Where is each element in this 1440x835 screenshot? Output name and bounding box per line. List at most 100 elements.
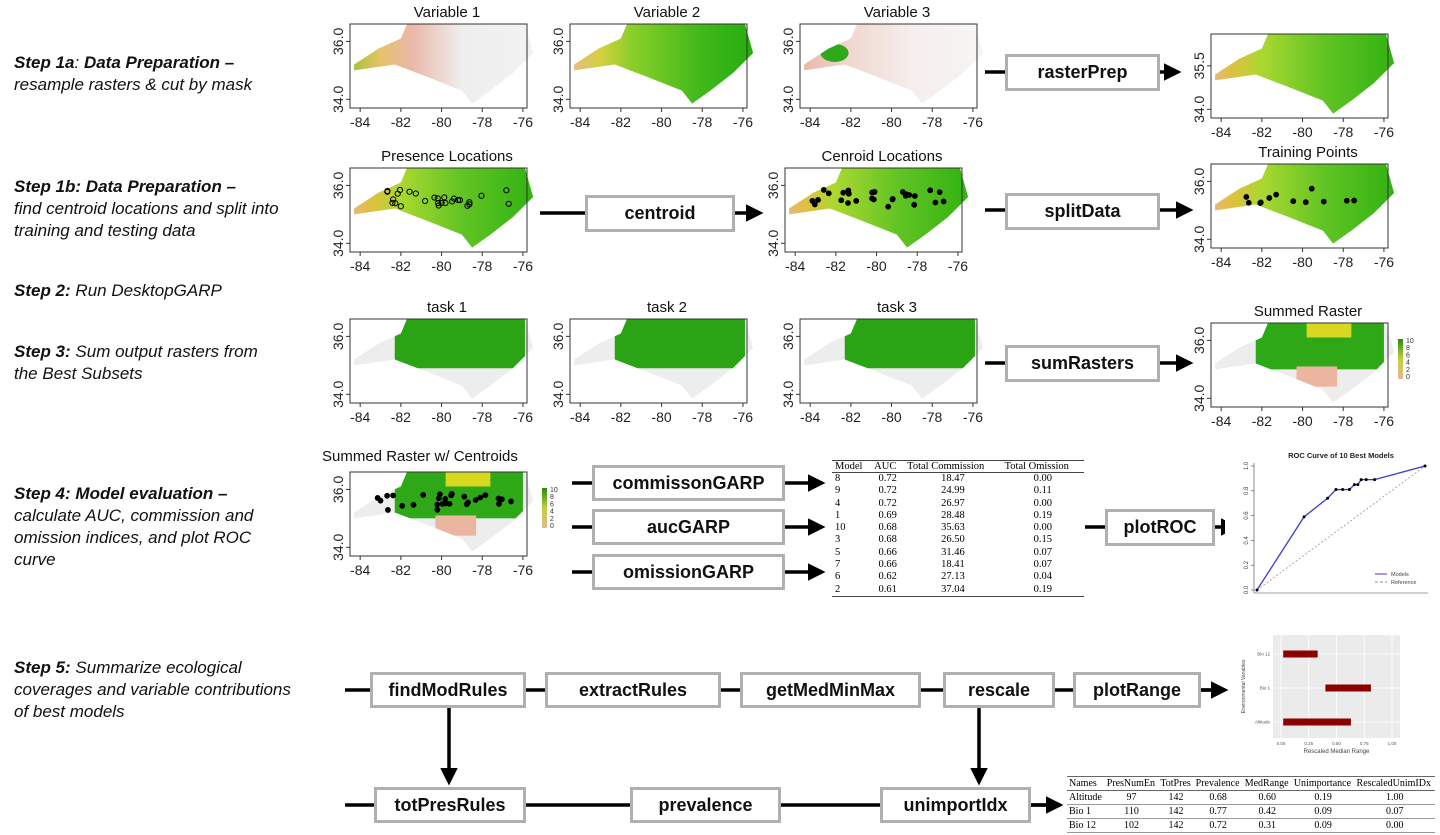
map-presence: Presence Locations -84 -82 -80 -78 -76 34.0 36.…: [322, 148, 542, 277]
location-point: [1290, 198, 1297, 205]
location-point: [840, 189, 847, 196]
location-point: [508, 498, 514, 505]
x-tick-label: -80: [881, 409, 901, 425]
location-point: [410, 501, 417, 508]
x-tick-label: -80: [431, 114, 451, 130]
extractrules-function-box: extractRules: [545, 672, 721, 708]
location-point: [496, 500, 502, 507]
legend-label: 4: [1406, 360, 1410, 367]
map-plot: -84 -82 -80 -78 -76 34.0 35.5: [1191, 33, 1394, 140]
raster: [574, 24, 754, 104]
location-point: [811, 201, 818, 208]
legend-label: 8: [1406, 345, 1410, 352]
roc-point: [1334, 488, 1338, 492]
map-var1: Variable 1 -84 -82 -80 -78 -76 34.0 36.0: [322, 4, 542, 133]
x-tick-label: -82: [1252, 254, 1272, 270]
legend-label: Models: [1391, 572, 1409, 578]
x-tick-label: -76: [1374, 254, 1394, 270]
y-tick-label: 34.0: [550, 85, 566, 112]
step-desc: Run DesktopGARP: [70, 281, 222, 300]
rasterprep-function-box: rasterPrep: [1005, 54, 1160, 91]
plot-frame: [1210, 322, 1389, 408]
x-tick-label: -76: [513, 258, 533, 274]
location-point: [390, 492, 396, 499]
column-header: AUC: [871, 460, 905, 473]
table-cell: 110: [1104, 804, 1159, 819]
column-header: TotPres: [1158, 776, 1194, 791]
roc-point: [1326, 496, 1330, 500]
x-tick-label: -82: [1252, 413, 1272, 429]
x-tick-label: -78: [1333, 124, 1353, 140]
legend-label: 10: [1406, 338, 1414, 345]
x-tick-label: -80: [1292, 124, 1312, 140]
location-point: [466, 201, 473, 208]
step-1b-text: Step 1b: Data Preparation – find centroid…: [14, 176, 304, 242]
table-cell: 0.61: [878, 583, 897, 595]
location-point: [397, 203, 404, 210]
location-point: [477, 494, 484, 501]
table-cell: 97: [1104, 790, 1159, 805]
y-tick-label: Bio 12: [1257, 652, 1270, 657]
table-cell: 2: [835, 583, 841, 595]
x-tick-label: -78: [692, 114, 712, 130]
location-point: [456, 197, 463, 204]
y-tick-label: 34.0: [1191, 95, 1207, 122]
step-dash: –: [221, 177, 237, 196]
step-desc: calculate AUC, commission and omission i…: [14, 506, 254, 569]
step-dash: –: [213, 484, 228, 503]
raster-cell: [354, 168, 534, 248]
totpresrules-function-box: totPresRules: [374, 787, 526, 823]
raster-cell: [394, 319, 525, 369]
x-tick-label: 0.25: [1304, 741, 1313, 746]
location-point: [1308, 185, 1315, 192]
location-point: [845, 200, 851, 206]
location-point: [461, 493, 468, 500]
table-row: 2 0.61 37.04 0.19: [832, 584, 1084, 597]
x-tick-label: -78: [472, 114, 492, 130]
location-point: [820, 186, 827, 193]
location-point: [482, 492, 489, 499]
x-tick-label: -80: [651, 409, 671, 425]
location-point: [911, 193, 918, 199]
x-tick-label: -84: [350, 409, 370, 425]
y-tick-label: 34.0: [550, 380, 566, 407]
table-row: 9 0.72 24.99 0.11: [832, 485, 1084, 497]
raster: [789, 168, 969, 248]
y-tick-label: 36.0: [1191, 168, 1207, 195]
table-cell: 0.31: [1242, 818, 1292, 833]
location-point: [899, 189, 906, 195]
location-point: [436, 491, 443, 498]
aucgarp-function-box: aucGARP: [592, 509, 785, 545]
x-tick-label: -82: [611, 409, 631, 425]
plot-frame: [569, 23, 748, 109]
step-1a-text: Step 1a: Data Preparation – resample rast…: [14, 52, 252, 96]
step-2-text: Step 2: Run DesktopGARP: [14, 280, 222, 302]
plot-frame: [1210, 33, 1389, 119]
x-tick-label: -76: [513, 409, 533, 425]
roc-point: [1373, 478, 1377, 482]
step-title: Data Preparation: [81, 177, 222, 196]
table-cell: 0.72: [878, 485, 897, 497]
y-tick-label: 34.0: [780, 85, 796, 112]
location-point: [478, 192, 485, 199]
x-tick-label: -78: [472, 258, 492, 274]
raster-cell: [614, 319, 745, 369]
table-cell: Bio 12: [1067, 818, 1105, 833]
x-tick-label: -84: [1211, 124, 1231, 140]
location-point: [885, 203, 892, 210]
location-point: [434, 506, 441, 513]
x-tick-label: -84: [570, 114, 590, 130]
raster-cell: [354, 24, 534, 104]
step-label: Step 1a: [14, 53, 75, 72]
unimportidx-function-box: unimportIdx: [880, 787, 1031, 823]
reference-line: [1256, 465, 1426, 591]
sumrasters-function-box: sumRasters: [1005, 345, 1160, 382]
step-desc: find centroid locations and split into t…: [14, 199, 279, 240]
x-tick-label: -84: [800, 114, 820, 130]
table-row: Altitude 97 142 0.68 0.60 0.19 1.00: [1067, 790, 1435, 805]
table-cell: 26.97: [941, 497, 965, 509]
location-point: [443, 500, 449, 507]
column-header: MedRange: [1242, 776, 1292, 791]
table-row: 6 0.62 27.13 0.04: [832, 571, 1084, 583]
